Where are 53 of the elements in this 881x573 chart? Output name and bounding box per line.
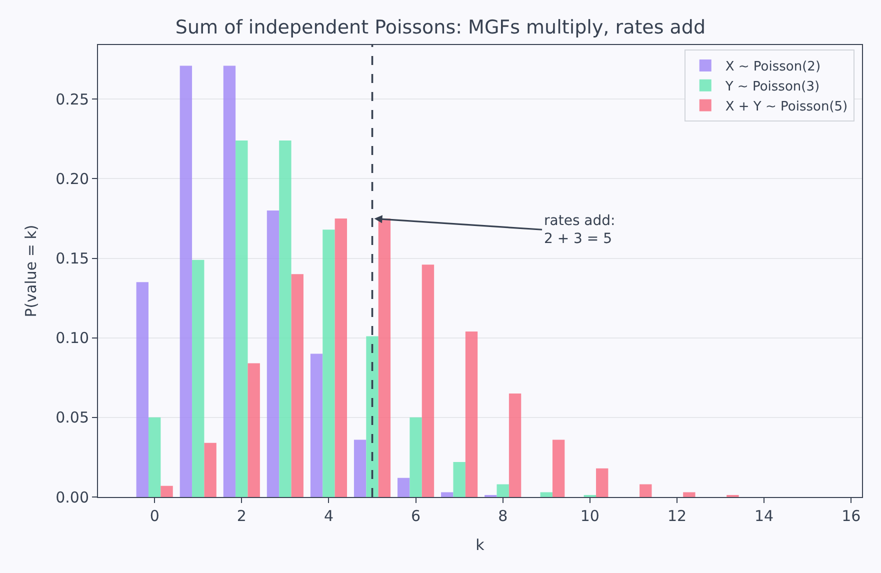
bar <box>248 363 260 497</box>
bar <box>453 462 466 497</box>
bar <box>540 492 552 497</box>
y-tick-label: 0.00 <box>56 488 89 506</box>
x-tick-label: 0 <box>150 507 160 525</box>
bar <box>378 218 391 497</box>
bar <box>192 260 204 497</box>
bar <box>148 417 161 497</box>
bar <box>136 282 148 497</box>
y-tick-label: 0.05 <box>56 408 89 427</box>
bar <box>236 140 248 497</box>
bar <box>279 140 292 497</box>
bar <box>366 336 378 497</box>
x-tick-label: 12 <box>667 507 687 525</box>
bar <box>552 440 565 497</box>
y-tick-label: 0.20 <box>56 170 89 188</box>
x-tick-label: 4 <box>324 507 334 525</box>
x-tick-label: 10 <box>580 507 600 525</box>
bar <box>422 264 434 497</box>
y-tick-label: 0.25 <box>56 90 89 108</box>
bar <box>180 66 192 497</box>
bar <box>496 484 509 497</box>
x-tick-label: 6 <box>411 507 421 525</box>
x-axis-title: k <box>476 536 485 554</box>
bar <box>322 230 335 497</box>
annotation: rates add: 2 + 3 = 5 <box>544 213 616 248</box>
x-tick-label: 14 <box>754 507 774 525</box>
bar <box>266 210 280 497</box>
legend-label: Y ∼ Poisson(3) <box>724 79 820 94</box>
bar <box>441 492 454 497</box>
bar <box>354 440 366 497</box>
chart-title: Sum of independent Poissons: MGFs multiply, rates add <box>175 16 706 38</box>
bar <box>291 274 304 497</box>
legend-label: X ∼ Poisson(2) <box>725 60 821 75</box>
bar <box>310 354 323 497</box>
y-tick-label: 0.15 <box>56 250 89 268</box>
bar <box>204 442 216 497</box>
legend-label: X + Y ∼ Poisson(5) <box>725 99 848 114</box>
bar <box>683 492 696 497</box>
x-tick-label: 16 <box>842 507 861 525</box>
y-tick-label: 0.10 <box>56 329 89 348</box>
bar <box>160 486 173 497</box>
bar <box>398 478 410 497</box>
bar <box>465 331 478 497</box>
bar <box>223 66 236 497</box>
bar <box>640 484 652 497</box>
x-tick-label: 2 <box>236 507 246 525</box>
bar <box>410 417 422 497</box>
bar <box>596 468 608 497</box>
y-axis-title: P(value = k) <box>22 224 40 318</box>
x-tick-label: 8 <box>498 507 508 525</box>
bar <box>508 394 522 497</box>
bar <box>334 218 348 497</box>
